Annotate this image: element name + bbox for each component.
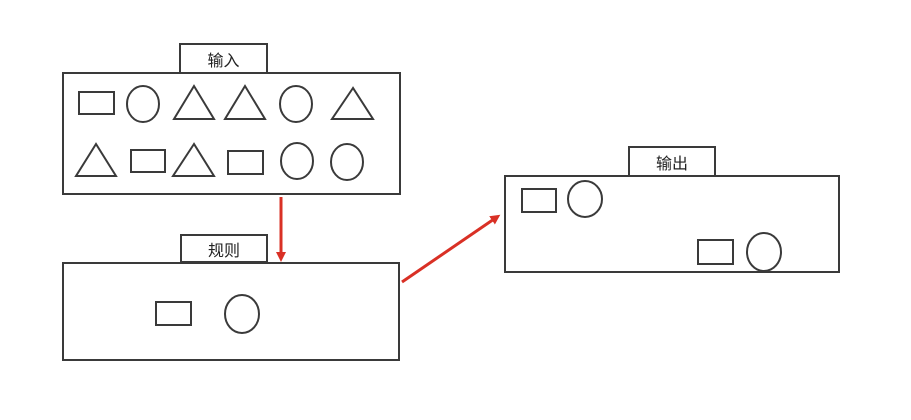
rectangle-shape [697,239,734,265]
rectangle-shape [130,149,166,173]
triangle-shape [74,142,118,177]
triangle-shape [223,84,267,120]
rectangle-shape [155,301,192,326]
triangle-shape [171,142,216,177]
rectangle-shape [521,188,557,213]
circle-shape [224,294,260,334]
circle-shape [280,142,314,180]
output-box [504,175,840,273]
rectangle-shape [78,91,115,115]
circle-shape [126,85,160,123]
input-label: 输入 [179,43,268,74]
rectangle-shape [227,150,264,175]
circle-shape [330,143,364,181]
circle-shape [279,85,313,123]
arrow-rule-to-output [401,214,501,284]
rule-label: 规则 [180,234,268,263]
circle-shape [567,180,603,218]
rule-box [62,262,400,361]
output-label: 输出 [628,146,716,177]
triangle-shape [330,86,375,120]
triangle-shape [172,84,216,120]
circle-shape [746,232,782,272]
